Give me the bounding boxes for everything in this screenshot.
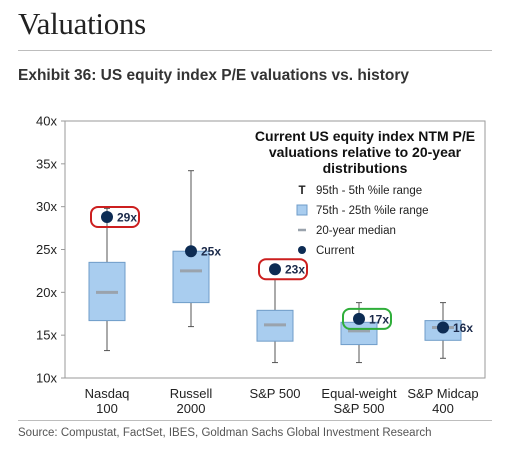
category-group: 17x	[341, 303, 391, 363]
x-category-label: S&P 500	[333, 401, 384, 416]
category-group: 16x	[425, 303, 473, 359]
legend-title-line: Current US equity index NTM P/E	[255, 128, 475, 144]
current-value-label: 17x	[369, 312, 389, 326]
legend-item-label: 20-year median	[316, 225, 396, 237]
current-dot	[353, 313, 365, 325]
iqr-box	[173, 251, 209, 302]
y-tick-label: 15x	[36, 328, 57, 343]
current-dot	[437, 321, 449, 333]
y-axis: 10x 15x 20x 25x 30x 35x 40x	[36, 114, 65, 386]
box-plot-chart: 10x 15x 20x 25x 30x 35x 40x 29x 25x 23x 17x 16x Na…	[0, 0, 510, 420]
y-tick-label: 35x	[36, 156, 57, 171]
category-group: 23x	[257, 259, 307, 362]
y-tick-label: 30x	[36, 199, 57, 214]
legend-item-label: Current	[316, 245, 355, 257]
x-category-label: 2000	[177, 401, 206, 416]
x-category-label: Russell	[170, 386, 213, 401]
legend-title-line: distributions	[323, 160, 408, 176]
category-group: 29x	[89, 207, 139, 351]
category-group: 25x	[173, 171, 221, 327]
current-value-label: 23x	[285, 263, 305, 277]
legend-item-label: 95th - 5th %ile range	[316, 185, 422, 197]
y-tick-label: 20x	[36, 285, 57, 300]
legend-current-symbol	[298, 246, 306, 254]
legend-title-line: valuations relative to 20-year	[269, 144, 462, 160]
legend: Current US equity index NTM P/Evaluation…	[255, 128, 475, 257]
legend-whisker-symbol: T	[298, 185, 305, 197]
series: 29x 25x 23x 17x 16x	[89, 171, 473, 363]
footer-divider	[18, 420, 492, 421]
x-category-label: Equal-weight	[321, 386, 397, 401]
y-tick-label: 40x	[36, 114, 57, 129]
source-note: Source: Compustat, FactSet, IBES, Goldma…	[18, 427, 432, 439]
x-category-label: 100	[96, 401, 118, 416]
x-category-label: S&P 500	[249, 386, 300, 401]
current-value-label: 16x	[453, 321, 473, 335]
current-dot	[101, 211, 113, 223]
current-dot	[185, 245, 197, 257]
current-value-label: 29x	[117, 210, 137, 224]
y-tick-label: 25x	[36, 242, 57, 257]
current-dot	[269, 263, 281, 275]
x-category-label: 400	[432, 401, 454, 416]
legend-box-symbol	[297, 205, 307, 215]
legend-item-label: 75th - 25th %ile range	[316, 205, 429, 217]
y-tick-label: 10x	[36, 371, 57, 386]
current-value-label: 25x	[201, 245, 221, 259]
x-category-label: Nasdaq	[85, 386, 130, 401]
x-category-label: S&P Midcap	[407, 386, 478, 401]
